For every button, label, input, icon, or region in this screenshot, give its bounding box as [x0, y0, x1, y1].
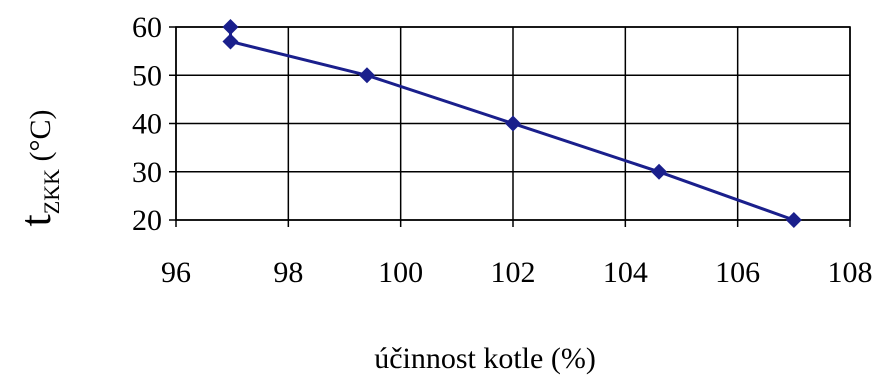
- y-tick-label: 60: [132, 11, 162, 44]
- data-point-marker: [222, 19, 239, 35]
- y-axis-ticks: 20 30 40 50 60: [132, 11, 162, 237]
- y-axis-label-main: t: [11, 214, 60, 226]
- y-tick-label: 40: [132, 108, 162, 141]
- x-tick-label: 96: [161, 256, 191, 289]
- y-axis-label-unit: (°C): [24, 110, 57, 170]
- x-tick-label: 108: [828, 256, 873, 289]
- data-point-marker: [651, 163, 668, 180]
- data-point-marker: [222, 33, 239, 50]
- y-tick-label: 50: [132, 59, 162, 92]
- x-tick-label: 100: [378, 256, 423, 289]
- data-point-marker: [505, 115, 521, 132]
- x-tick-label: 106: [715, 256, 760, 289]
- y-tick-label: 30: [132, 156, 162, 189]
- x-tick-label: 104: [603, 256, 648, 289]
- x-tick-label: 102: [491, 256, 536, 289]
- data-point-marker: [785, 212, 802, 228]
- y-axis-label: tZKK (°C): [11, 110, 64, 227]
- x-axis-ticks: 96 98 100 102 104 106 108: [161, 256, 873, 289]
- data-point-marker: [358, 67, 375, 84]
- x-axis-label: účinnost kotle (%): [374, 342, 596, 375]
- series-layer: [222, 19, 802, 228]
- x-tick-label: 98: [273, 256, 303, 289]
- y-axis-label-subscript: ZKK: [39, 169, 64, 214]
- plot-frame: [175, 26, 851, 221]
- y-tick-label: 20: [132, 204, 162, 237]
